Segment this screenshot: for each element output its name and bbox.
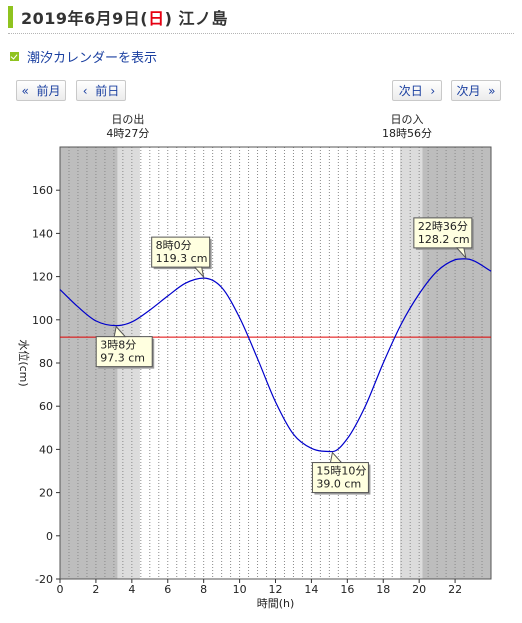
sunset-label: 日の入 — [391, 113, 424, 126]
y-tick-label: 120 — [32, 271, 53, 284]
y-axis-label: 水位(cm) — [17, 339, 31, 386]
callout-pointer — [193, 266, 205, 279]
tide-curve — [59, 258, 492, 453]
prev-day-button[interactable]: ‹ 前日 — [76, 80, 126, 101]
title-divider — [8, 33, 514, 34]
callout-box — [95, 336, 153, 368]
x-tick-label: 0 — [57, 583, 64, 596]
callout-value: 128.2 cm — [418, 233, 470, 246]
next-month-button[interactable]: 次月 » — [451, 80, 501, 101]
y-tick-label: 80 — [39, 357, 53, 370]
y-tick-label: 0 — [46, 530, 53, 543]
callout-time: 15時10分 — [316, 465, 366, 478]
title-date: 2019年6月9日( — [21, 9, 149, 28]
callout-value: 119.3 cm — [156, 252, 208, 265]
title-day-of-week: 日 — [148, 9, 165, 28]
y-tick-label: 160 — [32, 184, 53, 197]
x-tick-label: 22 — [448, 583, 462, 596]
x-tick-label: 10 — [233, 583, 247, 596]
x-tick-label: 12 — [269, 583, 283, 596]
next-day-button[interactable]: 次日 › — [392, 80, 442, 101]
callout-value: 97.3 cm — [100, 352, 145, 365]
y-tick-label: 60 — [39, 400, 53, 413]
checkbox-square-icon — [10, 52, 19, 61]
x-tick-label: 20 — [412, 583, 426, 596]
page-title: 2019年6月9日(日) 江ノ島 — [8, 6, 521, 28]
y-tick-label: 40 — [39, 443, 53, 456]
x-tick-label: 16 — [340, 583, 354, 596]
tide-calendar-link-label: 潮汐カレンダーを表示 — [27, 51, 158, 66]
sunrise-time: 4時27分 — [106, 127, 149, 140]
x-tick-label: 6 — [164, 583, 171, 596]
callout-box — [151, 236, 211, 268]
callout-pointer — [329, 451, 343, 464]
y-tick-label: 100 — [32, 314, 53, 327]
title-location: ) 江ノ島 — [164, 9, 229, 28]
callout-value: 39.0 cm — [316, 478, 361, 491]
x-tick-label: 4 — [128, 583, 135, 596]
y-tick-label: 140 — [32, 227, 53, 240]
x-tick-label: 18 — [376, 583, 390, 596]
y-tick-label: -20 — [35, 573, 53, 586]
tide-calendar-link[interactable]: 潮汐カレンダーを表示 — [10, 47, 157, 66]
callout-time: 3時8分 — [100, 339, 136, 352]
callout-pointer — [113, 325, 127, 338]
sunrise-label: 日の出 — [111, 112, 144, 126]
x-tick-label: 14 — [304, 583, 318, 596]
prev-month-button[interactable]: « 前月 — [16, 80, 66, 101]
callout-time: 8時0分 — [156, 239, 192, 252]
callout-pointer — [455, 247, 467, 260]
sunset-time: 18時56分 — [382, 127, 432, 140]
x-tick-label: 8 — [200, 583, 207, 596]
callout-box — [413, 217, 473, 249]
callout-time: 22時36分 — [418, 220, 468, 233]
twilight-shade-evening — [400, 147, 423, 579]
y-tick-label: 20 — [39, 487, 53, 500]
x-tick-label: 2 — [92, 583, 99, 596]
x-axis-label: 時間(h) — [257, 597, 295, 610]
night-shade-evening — [422, 147, 491, 579]
callout-box — [311, 462, 369, 494]
